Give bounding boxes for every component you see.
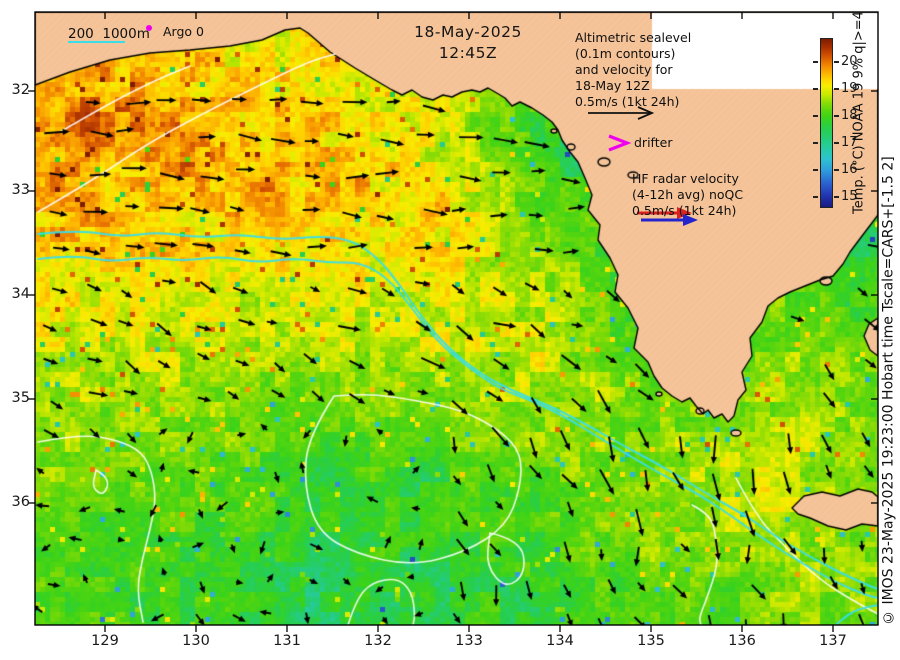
y-tick-36: 36 xyxy=(11,494,30,510)
axis-ticks xyxy=(28,12,878,632)
colorbar-tick-19: 19 xyxy=(841,81,858,96)
colorbar-tick-15: 15 xyxy=(841,189,858,204)
hf-note-line2: (4-12h avg) noQC xyxy=(632,187,744,202)
colorbar-tick xyxy=(834,196,839,198)
y-tick-34: 34 xyxy=(11,286,30,302)
colorbar-tick-16: 16 xyxy=(841,162,858,177)
x-tick-136: 136 xyxy=(728,633,756,649)
altimetry-note-line3: and velocity for xyxy=(575,62,673,77)
altimetry-note-line5: 0.5m/s (1kt 24h) xyxy=(575,94,680,109)
altimetry-note-line2: (0.1m contours) xyxy=(575,46,676,61)
map-time: 12:45Z xyxy=(438,44,498,62)
colorbar-tick xyxy=(834,115,839,117)
x-tick-132: 132 xyxy=(364,633,392,649)
sst-map-canvas xyxy=(35,12,878,625)
bathymetry-contour-sample-line xyxy=(68,41,125,43)
colorbar-tick xyxy=(834,88,839,90)
altimetry-note-line1: Altimetric sealevel xyxy=(575,30,692,45)
x-tick-133: 133 xyxy=(455,633,483,649)
x-tick-134: 134 xyxy=(546,633,574,649)
colorbar-tick-17: 17 xyxy=(841,135,858,150)
x-tick-130: 130 xyxy=(182,633,210,649)
map-frame xyxy=(34,11,879,626)
colorbar-tick-18: 18 xyxy=(841,108,858,123)
colorbar-tick xyxy=(813,61,818,63)
colorbar-tick xyxy=(834,169,839,171)
drifter-label: drifter xyxy=(634,135,673,150)
y-tick-35: 35 xyxy=(11,390,30,406)
argo-float-icon xyxy=(146,25,152,31)
bathymetry-scale-label: 200 1000m xyxy=(68,26,150,42)
x-tick-131: 131 xyxy=(273,633,301,649)
colorbar-tick xyxy=(813,196,818,198)
altimetry-velocity-key-arrow xyxy=(588,106,655,120)
altimetry-note-line4: 18-May 12Z xyxy=(575,78,650,93)
colorbar-tick xyxy=(813,169,818,171)
temperature-colorbar xyxy=(820,38,833,208)
colorbar-tick xyxy=(813,88,818,90)
colorbar-tick xyxy=(813,142,818,144)
x-tick-129: 129 xyxy=(91,633,119,649)
x-tick-135: 135 xyxy=(637,633,665,649)
colorbar-axis-label: Temp. (°C) NOAA 19 9% q|>=4 xyxy=(851,11,867,214)
argo-count-label: Argo 0 xyxy=(163,24,204,39)
map-date: 18-May-2025 xyxy=(414,23,522,41)
hf-radar-key-arrows xyxy=(637,207,698,226)
y-tick-32: 32 xyxy=(11,82,30,98)
drifter-icon xyxy=(608,134,632,152)
y-tick-33: 33 xyxy=(11,182,30,198)
hf-note-line1: HF radar velocity xyxy=(632,171,739,186)
colorbar-tick xyxy=(813,115,818,117)
colorbar-tick xyxy=(834,61,839,63)
colorbar-tick-20: 20 xyxy=(841,54,858,69)
colorbar-tick xyxy=(834,142,839,144)
x-tick-137: 137 xyxy=(819,633,847,649)
hf-note-line3: 0.5m/s (1kt 24h) xyxy=(632,203,737,218)
imos-watermark: © IMOS 23-May-2025 19:23:00 Hobart time … xyxy=(880,156,897,625)
